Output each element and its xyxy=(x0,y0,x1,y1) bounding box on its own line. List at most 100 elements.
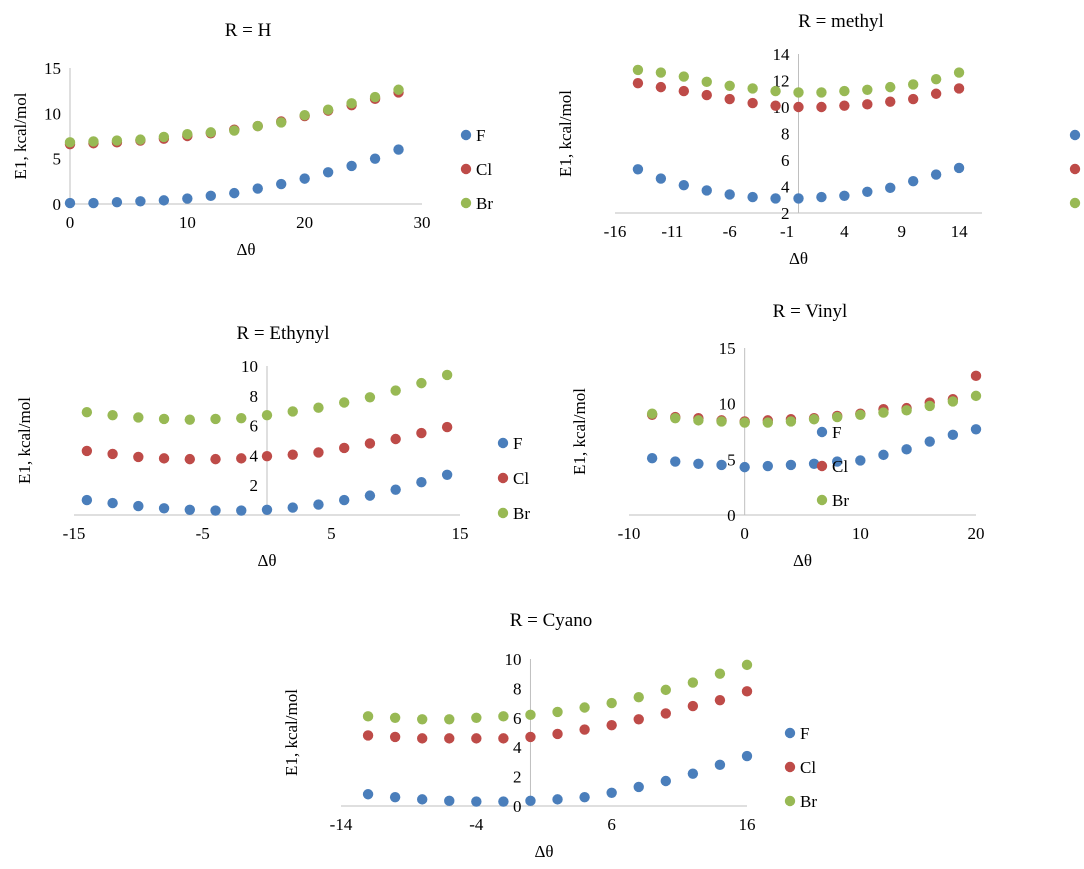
legend-label-br: Br xyxy=(476,194,493,213)
y-tick-label: 4 xyxy=(781,178,790,197)
data-point-br xyxy=(714,668,726,679)
legend-marker-cl xyxy=(1069,163,1081,175)
x-tick-label: 6 xyxy=(607,815,616,834)
data-point-br xyxy=(346,98,357,109)
data-point-f xyxy=(724,189,735,200)
data-point-br xyxy=(862,84,873,95)
data-point-cl xyxy=(261,450,273,462)
data-point-br xyxy=(441,369,453,381)
legend-marker-cl xyxy=(784,761,796,773)
data-point-f xyxy=(633,781,644,793)
data-point-f xyxy=(770,193,781,204)
data-point-cl xyxy=(364,438,376,449)
data-point-f xyxy=(947,429,959,441)
data-point-br xyxy=(498,711,509,722)
data-point-f xyxy=(953,162,965,174)
data-point-br xyxy=(417,714,428,725)
x-tick-label: 14 xyxy=(951,222,969,241)
legend-marker-cl xyxy=(816,460,828,472)
chart-svg: R = H 0 5 10 15 0 10 20 30 Δθ E1, kcal/mol F Cl Br xyxy=(11,20,493,259)
data-point-f xyxy=(785,459,797,471)
data-point-f xyxy=(369,153,381,164)
y-axis-label: E1, kcal/mol xyxy=(11,92,30,179)
data-point-f xyxy=(793,193,804,204)
y-tick-label: 12 xyxy=(773,72,790,91)
data-point-cl xyxy=(862,99,873,110)
data-point-br xyxy=(739,417,750,428)
legend-label-f: F xyxy=(832,423,841,442)
data-point-f xyxy=(107,497,118,509)
data-point-f xyxy=(678,179,690,191)
data-point-f xyxy=(716,459,727,471)
data-point-cl xyxy=(339,442,350,454)
data-point-cl xyxy=(741,686,753,697)
x-tick-label: -10 xyxy=(618,524,641,543)
data-point-br xyxy=(252,120,263,132)
data-point-br xyxy=(808,414,820,425)
y-tick-label: 15 xyxy=(44,59,61,78)
data-point-br xyxy=(687,677,699,688)
data-point-br xyxy=(632,64,644,76)
data-point-f xyxy=(655,173,667,184)
data-point-f xyxy=(693,458,704,469)
data-point-br xyxy=(633,692,644,703)
data-point-br xyxy=(716,416,727,427)
data-point-f xyxy=(714,759,726,771)
data-point-br xyxy=(276,117,287,128)
data-point-f xyxy=(855,455,866,466)
data-point-f xyxy=(417,794,428,805)
data-point-br xyxy=(390,385,401,396)
data-point-br xyxy=(205,127,216,138)
chart-title: R = Cyano xyxy=(510,610,593,631)
chart-svg: R = Ethynyl 2 4 6 8 10 -15 -5 5 15 Δθ E1, kcal/mol F… xyxy=(15,323,530,570)
data-point-cl xyxy=(655,81,667,93)
data-point-cl xyxy=(362,730,374,741)
data-point-f xyxy=(135,196,146,207)
data-point-f xyxy=(276,178,287,190)
data-point-f xyxy=(747,191,758,203)
data-point-f xyxy=(885,182,896,194)
data-point-br xyxy=(471,712,482,723)
data-point-cl xyxy=(816,101,827,113)
x-axis-label: Δθ xyxy=(236,240,255,259)
data-point-cl xyxy=(417,733,428,744)
y-tick-label: 6 xyxy=(781,151,790,170)
data-point-br xyxy=(107,409,118,421)
data-point-f xyxy=(313,499,324,510)
data-point-cl xyxy=(724,93,735,105)
data-point-cl xyxy=(885,96,896,107)
x-axis-label: Δθ xyxy=(793,551,812,570)
data-point-cl xyxy=(701,89,712,101)
data-point-br xyxy=(525,709,536,721)
x-tick-label: 20 xyxy=(296,213,313,232)
x-tick-label: 9 xyxy=(897,222,906,241)
y-tick-label: 8 xyxy=(781,125,790,144)
data-point-br xyxy=(261,409,273,421)
data-point-br xyxy=(678,71,690,82)
data-point-f xyxy=(364,490,376,501)
data-point-cl xyxy=(839,100,850,111)
data-point-br xyxy=(747,83,758,94)
data-point-f xyxy=(261,504,273,515)
data-point-f xyxy=(229,187,240,199)
legend-marker-br xyxy=(1069,197,1081,209)
data-point-br xyxy=(364,392,376,403)
chart-title: R = methyl xyxy=(798,11,884,32)
data-point-f xyxy=(498,796,509,807)
data-point-f xyxy=(81,494,93,506)
data-point-cl xyxy=(390,433,401,445)
data-point-br xyxy=(393,84,404,95)
legend-label-cl: Cl xyxy=(800,758,816,777)
data-point-br xyxy=(81,406,93,418)
data-point-f xyxy=(184,504,195,515)
data-point-f xyxy=(471,796,482,807)
data-point-f xyxy=(389,791,401,803)
y-tick-label: 2 xyxy=(250,476,259,495)
data-point-br xyxy=(693,415,704,426)
x-tick-label: -15 xyxy=(63,524,86,543)
data-point-f xyxy=(741,750,753,762)
data-point-f xyxy=(832,456,843,467)
data-point-cl xyxy=(81,445,93,457)
data-point-cl xyxy=(184,453,195,465)
data-point-f xyxy=(739,461,750,473)
